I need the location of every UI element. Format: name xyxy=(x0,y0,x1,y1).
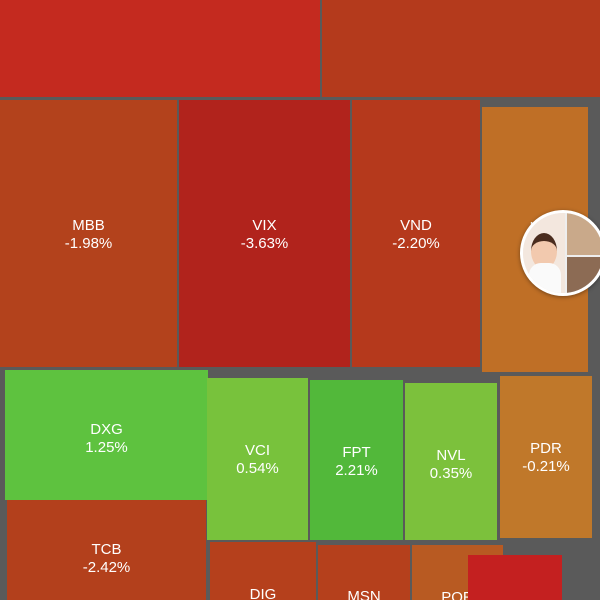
stock-symbol: VND xyxy=(400,217,432,234)
stock-tile[interactable] xyxy=(0,0,320,97)
tile-label: VCI 0.54% xyxy=(207,442,308,478)
tile-label: PDR -0.21% xyxy=(500,440,592,476)
stock-change: 2.21% xyxy=(335,462,378,479)
avatar-photo xyxy=(567,213,600,255)
stock-tile[interactable]: VND -2.20% xyxy=(352,100,480,367)
stock-change: 0.54% xyxy=(236,460,279,477)
tile-label: NVL 0.35% xyxy=(405,447,497,483)
stock-tile[interactable]: DIG xyxy=(210,542,316,600)
tile-label: MBB -1.98% xyxy=(0,217,177,253)
stock-change: 0.35% xyxy=(429,465,473,482)
stock-tile[interactable]: NVL 0.35% xyxy=(405,383,497,540)
tile-label: FPT 2.21% xyxy=(310,444,403,480)
stock-symbol: PDR xyxy=(530,440,562,457)
stock-symbol: POR xyxy=(441,589,474,600)
stock-symbol: MBB xyxy=(72,217,105,234)
stock-change: -3.63% xyxy=(240,235,289,252)
stock-symbol: MSN xyxy=(347,588,381,600)
tile-label: POR xyxy=(412,589,503,600)
stock-symbol: VIX xyxy=(252,217,277,234)
tile-label: MSN xyxy=(318,588,410,600)
stock-change: -2.20% xyxy=(392,235,440,252)
tile-label: TCB -2.42% xyxy=(7,541,206,577)
stock-symbol: DIG xyxy=(249,586,277,600)
stock-change: -2.42% xyxy=(82,559,131,576)
stock-tile[interactable]: VCI 0.54% xyxy=(207,378,308,540)
stock-change: -1.98% xyxy=(64,235,113,252)
stock-tile[interactable]: MSN xyxy=(318,545,410,600)
stock-tile[interactable]: TCB -2.42% xyxy=(7,500,206,600)
stock-symbol: DXG xyxy=(90,421,123,438)
tile-label: VND -2.20% xyxy=(352,217,480,253)
stock-tile[interactable] xyxy=(322,0,600,97)
stock-tile[interactable] xyxy=(468,555,562,600)
stock-symbol: NVL xyxy=(436,447,466,464)
tile-label: VIX -3.63% xyxy=(179,217,350,253)
stock-tile[interactable]: PDR -0.21% xyxy=(500,376,592,538)
floating-avatar[interactable] xyxy=(520,210,600,296)
avatar-photo xyxy=(567,257,600,293)
tile-label: DXG 1.25% xyxy=(5,421,208,457)
stock-change: -0.21% xyxy=(522,458,570,475)
stock-tile[interactable]: MBB -1.98% xyxy=(0,100,177,367)
stock-symbol: TCB xyxy=(91,541,122,558)
stock-symbol: FPT xyxy=(342,444,371,461)
avatar-body xyxy=(529,263,561,293)
stock-tile[interactable]: VIX -3.63% xyxy=(179,100,350,367)
stock-change: 1.25% xyxy=(85,439,128,456)
stock-tile[interactable]: DXG 1.25% xyxy=(5,370,208,500)
tile-label: DIG xyxy=(210,586,316,600)
stock-tile[interactable]: FPT 2.21% xyxy=(310,380,403,540)
stock-symbol: VCI xyxy=(244,442,270,459)
